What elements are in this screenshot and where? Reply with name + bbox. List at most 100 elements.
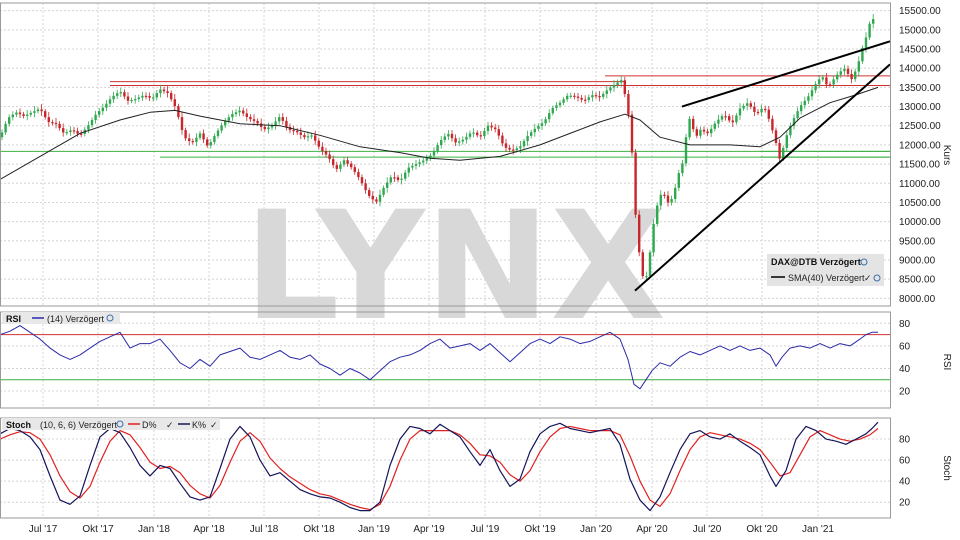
- candle-body: [756, 111, 760, 114]
- price-y-tick-label: 10500.00: [899, 198, 941, 209]
- candle-body: [198, 133, 202, 138]
- price-axis-name: Kurs: [941, 145, 952, 166]
- x-tick-label: Jan '19: [358, 524, 390, 535]
- candle-body: [731, 120, 734, 123]
- legend-dax: DAX@DTB Verzögert: [771, 257, 861, 267]
- stoch-info-icon[interactable]: [116, 420, 124, 428]
- candle-body: [245, 113, 248, 117]
- candle-body: [504, 143, 508, 148]
- candle-body: [789, 125, 792, 136]
- candle-body: [551, 107, 554, 114]
- candle-body: [868, 23, 871, 38]
- candle-body: [468, 133, 472, 137]
- stoch-d-label: D%: [142, 420, 157, 430]
- x-tick-label: Okt '19: [524, 524, 556, 535]
- x-tick-label: Jul '19: [471, 524, 500, 535]
- candle-body: [40, 109, 43, 112]
- candle-body: [576, 96, 580, 98]
- candle-body: [494, 127, 497, 130]
- candle-body: [695, 129, 698, 136]
- stoch-axis-name: Stoch: [941, 455, 952, 481]
- candle-body: [472, 132, 475, 134]
- candle-body: [825, 77, 828, 85]
- stoch-d-check-icon[interactable]: ✓: [166, 420, 174, 430]
- candle-body: [598, 96, 601, 98]
- candle-body: [411, 165, 414, 168]
- candle-body: [332, 159, 335, 166]
- x-tick-label: Apr '20: [636, 524, 668, 535]
- candle-body: [681, 163, 684, 174]
- candle-body: [65, 132, 68, 134]
- candle-body: [126, 96, 130, 101]
- price-y-tick-label: 15000.00: [899, 25, 941, 36]
- x-tick-label: Apr '18: [193, 524, 225, 535]
- x-tick-label: Jul '18: [250, 524, 279, 535]
- candle-body: [861, 47, 864, 62]
- candle-body: [105, 103, 108, 108]
- candle-body: [166, 91, 169, 93]
- candle-body: [497, 129, 500, 136]
- candle-body: [400, 178, 403, 180]
- candle-body: [281, 117, 284, 121]
- x-tick-label: Jan '18: [138, 524, 170, 535]
- candle-body: [684, 137, 688, 164]
- candle-body: [461, 139, 464, 142]
- price-y-tick-label: 8500.00: [899, 275, 936, 286]
- candle-body: [162, 89, 166, 92]
- series-layer: [0, 13, 891, 512]
- candle-body: [8, 117, 11, 124]
- candle-body: [213, 136, 216, 143]
- candle-body: [26, 114, 29, 116]
- candle-body: [828, 84, 832, 86]
- legend-sma-check-icon[interactable]: ✓: [864, 273, 872, 283]
- candle-body: [231, 114, 234, 118]
- candle-body: [209, 142, 212, 146]
- candle-body: [321, 146, 324, 152]
- candle-body: [843, 68, 846, 72]
- candle-body: [548, 113, 551, 120]
- candle-body: [310, 135, 313, 137]
- candle-body: [274, 121, 277, 126]
- candle-body: [630, 114, 634, 153]
- candle-body: [584, 99, 587, 101]
- candle-body: [699, 129, 702, 136]
- rsi-info-icon[interactable]: [106, 314, 114, 322]
- legend-dax-info-icon[interactable]: [860, 258, 868, 266]
- price-y-tick-label: 12500.00: [899, 121, 941, 132]
- candle-body: [195, 137, 198, 143]
- legend-sma-info-icon[interactable]: [873, 274, 881, 282]
- candle-body: [566, 95, 569, 100]
- candle-body: [857, 61, 860, 72]
- candle-body: [76, 131, 79, 134]
- candle-body: [609, 87, 612, 91]
- candle-body: [558, 102, 562, 106]
- price-y-tick-label: 13500.00: [899, 83, 941, 94]
- x-tick-label: Apr '19: [413, 524, 445, 535]
- candle-body: [173, 99, 176, 107]
- candle-body: [713, 123, 716, 129]
- candle-body: [188, 138, 191, 141]
- candle-body: [450, 133, 454, 139]
- candle-body: [645, 276, 648, 278]
- candle-body: [425, 158, 428, 161]
- candle-body: [267, 127, 270, 130]
- stoch-y-tick-label: 20: [899, 498, 911, 509]
- candle-body: [375, 199, 378, 202]
- candle-body: [339, 164, 342, 169]
- candle-body: [224, 120, 227, 126]
- candle-body: [764, 108, 767, 111]
- candle-body: [324, 151, 328, 155]
- candle-body: [792, 118, 796, 126]
- candle-body: [818, 79, 821, 85]
- stoch-y-tick-label: 60: [899, 456, 911, 467]
- candle-body: [782, 147, 785, 159]
- candle-body: [810, 90, 814, 97]
- candle-body: [742, 105, 745, 109]
- candle-body: [569, 95, 572, 97]
- rsi-y-tick-label: 40: [899, 364, 911, 375]
- x-tick-label: Jan '20: [580, 524, 612, 535]
- candle-body: [69, 130, 72, 133]
- candle-body: [490, 125, 493, 128]
- candle-body: [360, 177, 364, 184]
- stoch-k-check-icon[interactable]: ✓: [210, 420, 218, 430]
